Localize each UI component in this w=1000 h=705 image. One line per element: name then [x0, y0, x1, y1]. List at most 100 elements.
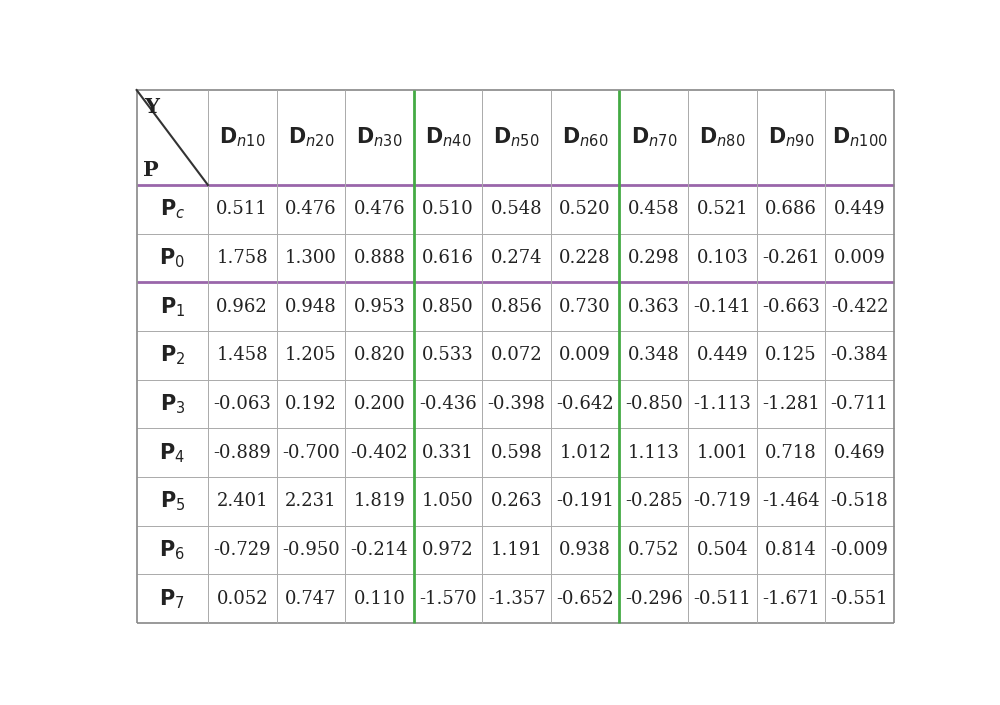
- Text: -0.850: -0.850: [625, 395, 683, 413]
- Text: 0.521: 0.521: [697, 200, 748, 219]
- Text: $\mathbf{D}_{n60}$: $\mathbf{D}_{n60}$: [562, 125, 608, 149]
- Text: 0.504: 0.504: [697, 541, 748, 559]
- Text: -0.398: -0.398: [488, 395, 546, 413]
- Text: 0.548: 0.548: [491, 200, 542, 219]
- Text: $\mathbf{P}_2$: $\mathbf{P}_2$: [160, 343, 185, 367]
- Text: -0.261: -0.261: [762, 249, 820, 267]
- Text: $\mathbf{D}_{n90}$: $\mathbf{D}_{n90}$: [768, 125, 814, 149]
- Text: 0.125: 0.125: [765, 346, 817, 364]
- Text: -1.570: -1.570: [419, 590, 477, 608]
- Text: -1.671: -1.671: [762, 590, 820, 608]
- Text: $\mathbf{P}_0$: $\mathbf{P}_0$: [159, 246, 185, 270]
- Text: 0.972: 0.972: [422, 541, 474, 559]
- Text: -0.642: -0.642: [556, 395, 614, 413]
- Text: 0.331: 0.331: [422, 443, 474, 462]
- Text: 1.758: 1.758: [216, 249, 268, 267]
- Text: 0.953: 0.953: [354, 298, 405, 316]
- Text: 0.850: 0.850: [422, 298, 474, 316]
- Text: 1.300: 1.300: [285, 249, 337, 267]
- Text: $\mathbf{D}_{n10}$: $\mathbf{D}_{n10}$: [219, 125, 265, 149]
- Text: $\mathbf{P}_c$: $\mathbf{P}_c$: [160, 197, 185, 221]
- Text: -0.285: -0.285: [625, 492, 683, 510]
- Text: -0.729: -0.729: [213, 541, 271, 559]
- Text: P: P: [143, 159, 158, 180]
- Text: 0.752: 0.752: [628, 541, 679, 559]
- Text: 0.520: 0.520: [559, 200, 611, 219]
- Text: -0.191: -0.191: [556, 492, 614, 510]
- Text: -0.652: -0.652: [556, 590, 614, 608]
- Text: $\mathbf{D}_{n20}$: $\mathbf{D}_{n20}$: [288, 125, 334, 149]
- Text: 0.511: 0.511: [216, 200, 268, 219]
- Text: 0.192: 0.192: [285, 395, 337, 413]
- Text: 0.363: 0.363: [628, 298, 680, 316]
- Text: 0.730: 0.730: [559, 298, 611, 316]
- Text: -0.518: -0.518: [831, 492, 888, 510]
- Text: 0.009: 0.009: [559, 346, 611, 364]
- Text: 1.113: 1.113: [628, 443, 680, 462]
- Text: 0.476: 0.476: [285, 200, 337, 219]
- Text: Y: Y: [144, 97, 159, 116]
- Text: 0.533: 0.533: [422, 346, 474, 364]
- Text: -0.511: -0.511: [693, 590, 751, 608]
- Text: 0.948: 0.948: [285, 298, 337, 316]
- Text: 0.458: 0.458: [628, 200, 680, 219]
- Text: $\mathbf{P}_5$: $\mathbf{P}_5$: [160, 489, 185, 513]
- Text: -0.296: -0.296: [625, 590, 683, 608]
- Text: -1.357: -1.357: [488, 590, 545, 608]
- Text: -1.113: -1.113: [693, 395, 751, 413]
- Text: $\mathbf{P}_4$: $\mathbf{P}_4$: [159, 441, 185, 465]
- Text: -1.464: -1.464: [762, 492, 820, 510]
- Text: 2.401: 2.401: [216, 492, 268, 510]
- Text: 1.191: 1.191: [491, 541, 543, 559]
- Text: 0.820: 0.820: [354, 346, 405, 364]
- Text: -0.436: -0.436: [419, 395, 477, 413]
- Text: 1.012: 1.012: [559, 443, 611, 462]
- Text: -0.719: -0.719: [693, 492, 751, 510]
- Text: -0.422: -0.422: [831, 298, 888, 316]
- Text: 0.938: 0.938: [559, 541, 611, 559]
- Text: 0.263: 0.263: [491, 492, 542, 510]
- Text: 0.718: 0.718: [765, 443, 817, 462]
- Text: 1.050: 1.050: [422, 492, 474, 510]
- Text: -0.009: -0.009: [831, 541, 888, 559]
- Text: 0.009: 0.009: [834, 249, 885, 267]
- Text: 1.205: 1.205: [285, 346, 337, 364]
- Text: 0.274: 0.274: [491, 249, 542, 267]
- Text: $\mathbf{D}_{n30}$: $\mathbf{D}_{n30}$: [356, 125, 403, 149]
- Text: 0.072: 0.072: [491, 346, 542, 364]
- Text: -0.889: -0.889: [213, 443, 271, 462]
- Text: 1.819: 1.819: [353, 492, 405, 510]
- Text: 0.888: 0.888: [353, 249, 405, 267]
- Text: 0.747: 0.747: [285, 590, 337, 608]
- Text: -0.551: -0.551: [831, 590, 888, 608]
- Text: $\mathbf{D}_{n40}$: $\mathbf{D}_{n40}$: [425, 125, 471, 149]
- Text: $\mathbf{P}_3$: $\mathbf{P}_3$: [160, 392, 185, 416]
- Text: 0.103: 0.103: [696, 249, 748, 267]
- Text: 0.616: 0.616: [422, 249, 474, 267]
- Text: $\mathbf{D}_{n100}$: $\mathbf{D}_{n100}$: [832, 125, 887, 149]
- Text: -0.063: -0.063: [213, 395, 271, 413]
- Text: 0.449: 0.449: [697, 346, 748, 364]
- Text: 1.001: 1.001: [696, 443, 748, 462]
- Text: 0.598: 0.598: [491, 443, 542, 462]
- Text: 0.476: 0.476: [354, 200, 405, 219]
- Text: $\mathbf{P}_6$: $\mathbf{P}_6$: [159, 539, 185, 562]
- Text: 0.200: 0.200: [354, 395, 405, 413]
- Text: -0.402: -0.402: [351, 443, 408, 462]
- Text: $\mathbf{P}_1$: $\mathbf{P}_1$: [160, 295, 185, 319]
- Text: -1.281: -1.281: [762, 395, 820, 413]
- Text: -0.663: -0.663: [762, 298, 820, 316]
- Text: -0.950: -0.950: [282, 541, 340, 559]
- Text: 0.110: 0.110: [353, 590, 405, 608]
- Text: 0.510: 0.510: [422, 200, 474, 219]
- Text: 0.298: 0.298: [628, 249, 680, 267]
- Text: 0.686: 0.686: [765, 200, 817, 219]
- Text: $\mathbf{D}_{n80}$: $\mathbf{D}_{n80}$: [699, 125, 746, 149]
- Text: 0.856: 0.856: [491, 298, 542, 316]
- Text: 0.962: 0.962: [216, 298, 268, 316]
- Text: 0.228: 0.228: [559, 249, 611, 267]
- Text: -0.214: -0.214: [351, 541, 408, 559]
- Text: -0.384: -0.384: [831, 346, 888, 364]
- Text: 0.469: 0.469: [834, 443, 885, 462]
- Text: $\mathbf{D}_{n50}$: $\mathbf{D}_{n50}$: [493, 125, 540, 149]
